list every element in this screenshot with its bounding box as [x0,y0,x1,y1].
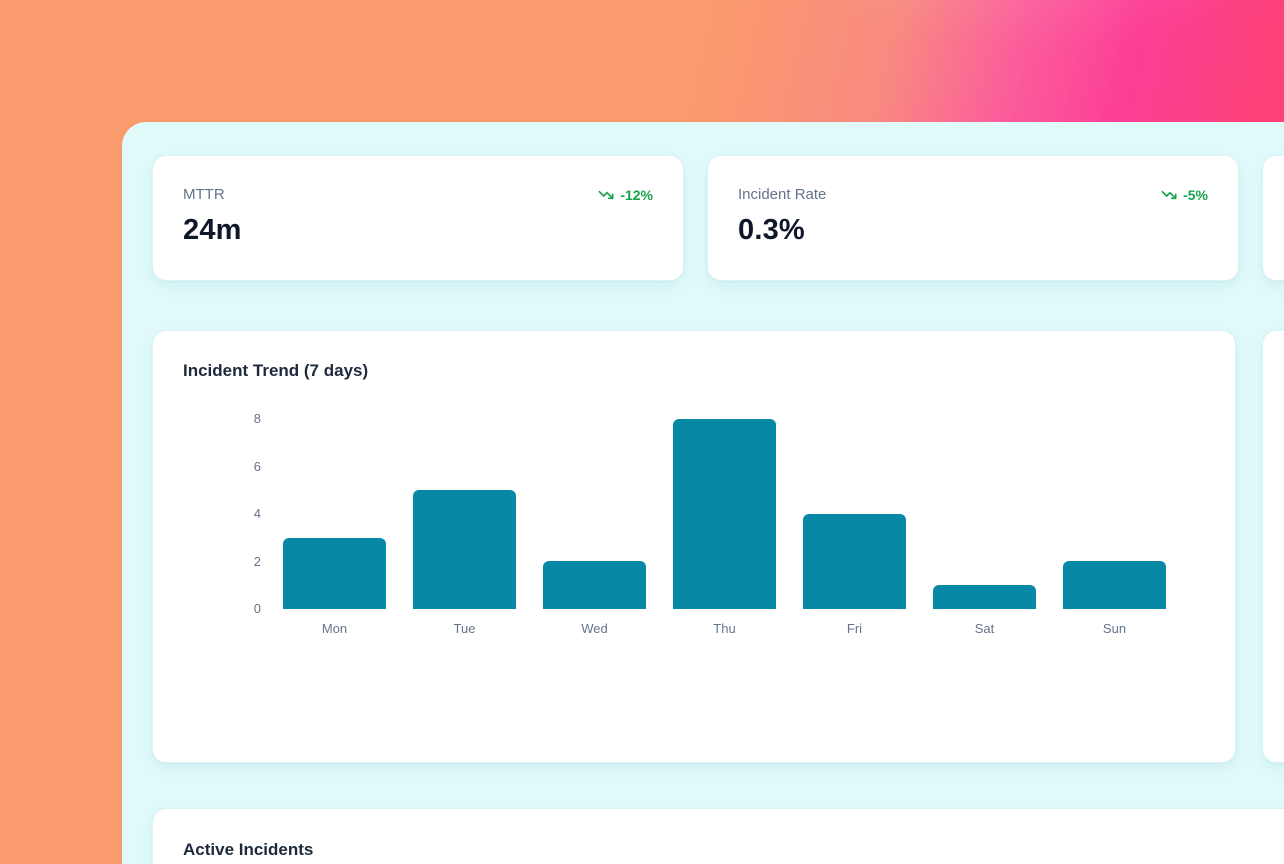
x-axis-label: Fri [846,621,863,636]
bar-tue [413,490,516,609]
dashboard-panel: MTTR -12% 24m Incident Ra [122,122,1284,864]
stat-trend-value: -5% [1183,187,1208,203]
y-axis-tick: 6 [253,458,261,474]
stat-card-header: MTTR -12% [183,185,653,205]
active-incidents-card: Active Incidents [152,808,1284,864]
stat-trend-value: -12% [620,187,653,203]
stat-card-partial [1262,155,1284,281]
side-card-partial [1262,330,1284,763]
bar-sun [1063,561,1166,609]
stat-label: Incident Rate [738,186,827,203]
bar-fri [803,514,906,609]
chart-row: Incident Trend (7 days) 0 2 4 6 8 Mon Tue Wed Th… [152,330,1284,763]
stat-label: MTTR [183,186,225,203]
incidents-row: Active Incidents [152,808,1284,864]
stat-trend: -12% [598,187,653,203]
y-axis-tick: 8 [253,411,261,426]
x-axis-label: Sat [974,621,995,636]
stat-card-incident-rate: Incident Rate -5% 0.3% [707,155,1239,281]
x-axis-label: Tue [453,621,476,636]
trending-down-icon [1161,187,1177,203]
bar-sat [933,585,1036,609]
stat-card-header: Incident Rate -5% [738,185,1208,205]
trending-down-icon [598,187,614,203]
stat-card-mttr: MTTR -12% 24m [152,155,684,281]
bar-thu [673,419,776,609]
y-axis-tick: 2 [253,553,261,569]
stat-row: MTTR -12% 24m Incident Ra [152,155,1284,281]
x-axis-label: Wed [581,621,608,636]
stat-value: 0.3% [738,214,805,246]
chart-title: Incident Trend (7 days) [183,361,369,380]
active-incidents-title: Active Incidents [183,840,314,859]
stat-trend: -5% [1161,187,1208,203]
y-axis-tick: 0 [253,601,261,616]
bar-wed [543,561,646,609]
y-axis-tick: 4 [253,506,261,521]
bar-mon [283,538,386,609]
x-axis-label: Mon [321,621,348,636]
incident-trend-card: Incident Trend (7 days) 0 2 4 6 8 Mon Tue Wed Th… [152,330,1236,763]
stat-value: 24m [183,214,242,246]
x-axis-label: Thu [713,621,736,636]
x-axis-label: Sun [1102,621,1127,636]
